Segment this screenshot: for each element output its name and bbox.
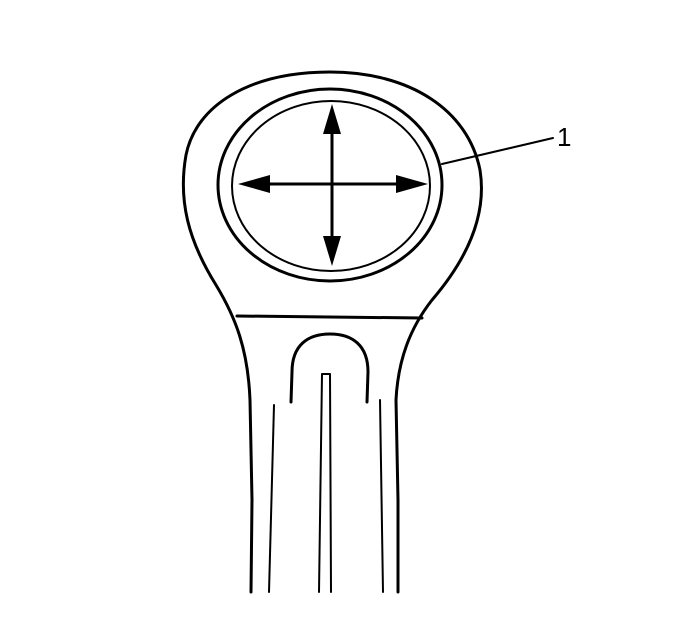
rod-outline [181,70,483,594]
bearing-bore-inner [231,100,431,272]
beam-flange-left [268,404,275,593]
arrow-left-icon [238,175,270,193]
callout-leader [441,137,554,165]
beam-flange-right [379,399,384,593]
callout-label-1: 1 [557,122,571,152]
bearing-bore-outer [216,87,444,283]
center-web-slot [318,373,332,593]
arrow-down-icon [323,236,341,266]
beam-arch [289,332,370,404]
junction-line [235,314,424,320]
arrow-right-icon [396,175,428,193]
arrow-up-icon [323,104,341,134]
